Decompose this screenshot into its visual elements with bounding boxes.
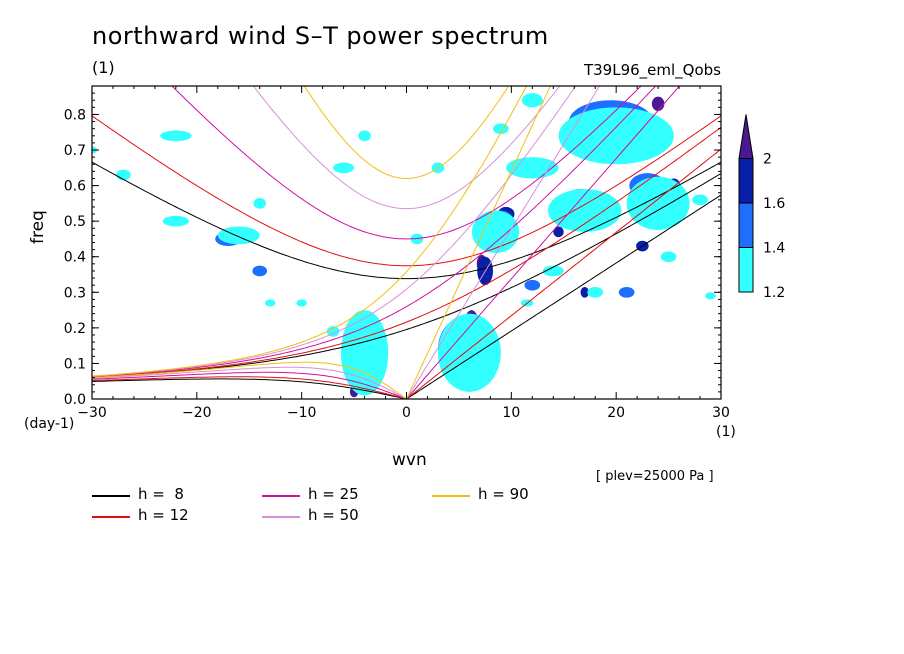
- power-region-43: [253, 198, 267, 209]
- power-region-27: [618, 286, 635, 298]
- y-axis-unit: (day-1): [24, 416, 75, 432]
- legend-swatch: [262, 495, 300, 497]
- y-tick-label: 0.3: [64, 285, 86, 301]
- ig-curve-h8: [92, 161, 721, 280]
- power-region-38: [116, 169, 131, 181]
- x-tick-label: −20: [182, 405, 212, 421]
- colorbar-segment-2: [738, 158, 754, 204]
- y-tick-label: 0.7: [64, 143, 86, 159]
- rossby-curve-h8: [92, 378, 407, 399]
- power-region-40: [358, 130, 371, 142]
- y-tick-label: 0.5: [64, 214, 86, 230]
- axis-ticks: −30 −20 −10 0 10 20 30 0.0 0.1 0.2 0.3 0.4 0.5 0.6 0.7…: [64, 86, 730, 421]
- colorbar-segment-1: [738, 202, 754, 248]
- legend-label: h = 50: [308, 506, 359, 524]
- power-region-16: [553, 226, 564, 238]
- rossby-curve-h90: [92, 361, 407, 399]
- mrg-curve-h8: [92, 173, 721, 379]
- power-region-30: [472, 210, 520, 254]
- x-tick-label: 20: [607, 405, 625, 421]
- rossby-curve-h25: [92, 371, 407, 399]
- power-region-32: [558, 107, 674, 165]
- power-region-17: [580, 286, 589, 298]
- colorbar: 1.2 1.4 1.6 2: [738, 114, 785, 301]
- ig-curve-h12: [92, 115, 721, 267]
- colorbar-label: 2: [763, 152, 772, 168]
- ig-curve-h25: [171, 86, 642, 240]
- mrg-curve-h12: [92, 126, 721, 378]
- power-region-33: [548, 189, 622, 232]
- x-tick-label: −10: [287, 405, 317, 421]
- x-tick-label: 30: [712, 405, 730, 421]
- mrg-curve-h90: [92, 86, 528, 377]
- power-region-39: [333, 162, 355, 174]
- power-region-46: [542, 265, 564, 277]
- power-region-34: [626, 176, 690, 231]
- kelvin-curve-h90: [406, 86, 551, 399]
- power-region-50: [705, 292, 716, 300]
- power-region-31: [506, 157, 559, 179]
- kelvin-curve-h50: [406, 86, 601, 399]
- legend-swatch: [92, 495, 130, 497]
- power-region-25: [252, 265, 268, 277]
- mrg-curve-h25: [92, 86, 657, 378]
- power-region-47: [587, 286, 604, 298]
- x-tick-label: 0: [402, 405, 411, 421]
- ig-curve-h90: [303, 86, 510, 180]
- chart-title: northward wind S–T power spectrum: [92, 22, 549, 50]
- power-region-28: [437, 313, 501, 392]
- y-tick-label: 0.0: [64, 392, 86, 408]
- power-region-5: [651, 96, 665, 111]
- pressure-level-note: [ plev=25000 Pa ]: [596, 469, 714, 484]
- power-region-45: [264, 299, 276, 307]
- colorbar-extension: [738, 114, 754, 159]
- y-tick-label: 0.2: [64, 321, 86, 337]
- power-region-55: [521, 93, 543, 108]
- legend-label: h = 12: [138, 506, 189, 524]
- y-tick-label: 0.8: [64, 107, 86, 123]
- power-region-35: [217, 226, 260, 245]
- power-region-29: [340, 310, 389, 396]
- legend-swatch: [432, 495, 470, 497]
- power-region-48: [660, 251, 677, 263]
- kelvin-curve-h25: [406, 86, 681, 399]
- run-name: T39L96_eml_Qobs: [583, 61, 721, 79]
- title-unit: (1): [92, 58, 115, 77]
- rossby-curve-h12: [92, 376, 407, 399]
- power-region-37: [160, 130, 192, 142]
- y-tick-label: 0.1: [64, 356, 86, 372]
- power-region-51: [326, 326, 340, 337]
- mrg-curve-h50: [92, 86, 577, 377]
- colorbar-label: 1.6: [763, 196, 785, 212]
- legend-label: h = 90: [478, 485, 529, 503]
- colorbar-segment-0: [738, 247, 754, 293]
- x-tick-label: 10: [502, 405, 520, 421]
- x-tick-label: −30: [77, 405, 107, 421]
- kelvin-curve-h12: [406, 148, 721, 399]
- power-region-44: [296, 299, 307, 307]
- ig-curve-h50: [252, 86, 561, 210]
- legend-label: h = 8: [138, 485, 184, 503]
- colorbar-label: 1.4: [763, 241, 785, 257]
- legend-swatch: [92, 516, 130, 518]
- kelvin-curve-h8: [406, 194, 721, 399]
- dispersion-curves: [92, 86, 721, 399]
- power-region-26: [524, 279, 541, 291]
- legend-label: h = 25: [308, 485, 359, 503]
- y-tick-label: 0.6: [64, 179, 86, 195]
- legend-swatch: [262, 516, 300, 518]
- x-axis-label: wvn: [392, 450, 427, 470]
- power-contours: [92, 93, 716, 398]
- power-region-52: [692, 194, 708, 206]
- rossby-curve-h50: [92, 366, 407, 399]
- y-tick-label: 0.4: [64, 250, 86, 266]
- power-region-36: [162, 215, 189, 227]
- colorbar-label: 1.2: [763, 285, 785, 301]
- x-axis-unit: (1): [716, 424, 736, 440]
